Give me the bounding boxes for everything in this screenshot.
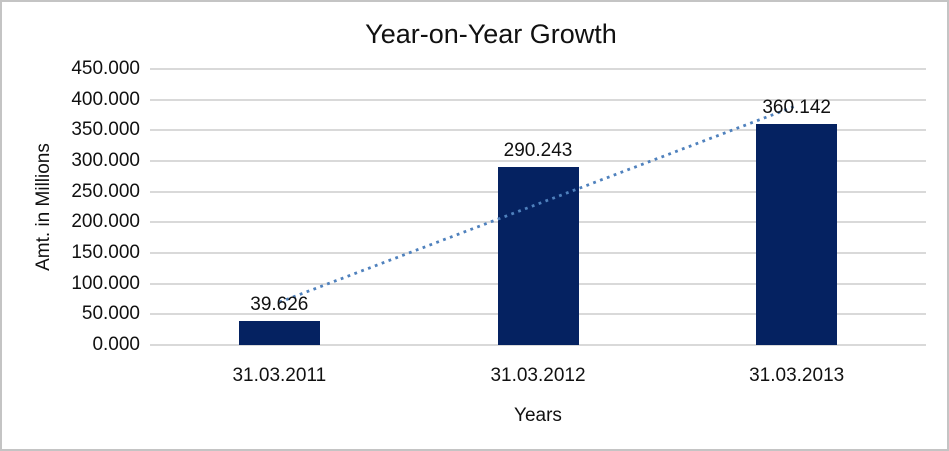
x-category-label: 31.03.2013	[749, 365, 845, 386]
y-tick-label: 100.000	[71, 272, 140, 294]
y-tick-label: 350.000	[71, 119, 140, 141]
gridline	[150, 344, 926, 346]
y-tick-label: 400.000	[71, 88, 140, 110]
y-tick-label: 200.000	[71, 211, 140, 233]
y-tick-label: 450.000	[71, 58, 140, 79]
y-tick-label: 0.000	[92, 334, 140, 355]
gridline	[150, 129, 926, 132]
bar	[238, 320, 320, 345]
gridline	[150, 160, 926, 162]
chart-title: Year-on-Year Growth	[365, 19, 617, 49]
bar	[756, 124, 838, 345]
x-category-label: 31.03.2011	[232, 365, 327, 386]
y-tick-label: 250.000	[71, 180, 140, 202]
x-axis-title: Years	[514, 405, 562, 426]
x-category-label: 31.03.2012	[490, 365, 586, 386]
y-tick-label: 300.000	[71, 150, 140, 171]
y-tick-label: 50.000	[81, 303, 140, 325]
gridline	[150, 98, 926, 101]
y-tick-label: 150.000	[71, 242, 140, 263]
trendline-segment	[278, 104, 798, 304]
bar	[497, 166, 579, 345]
plot-area: 39.626 290.243 360.142	[150, 68, 926, 346]
trendline	[278, 104, 798, 304]
gridline	[150, 68, 926, 70]
